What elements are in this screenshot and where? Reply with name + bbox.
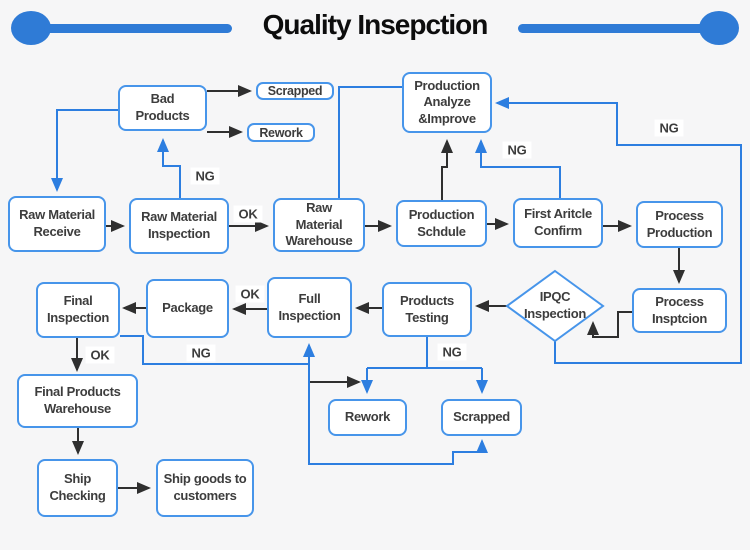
node-raw-material-receive: Raw Material Receive [8,196,106,252]
label-ng-first-aritcle: NG [502,141,532,159]
edge-inspection-ng-to-bad-products [157,138,181,198]
label-ng-products-testing: NG [437,343,467,361]
label-ok-full-inspection: OK [235,285,265,303]
edge-ipqc-ng-loop-to-production-analyze [495,97,742,364]
node-final-inspection: Final Inspection [36,282,120,338]
node-bad-products: Bad Products [118,85,207,131]
node-final-products-warehouse: Final Products Warehouse [17,374,138,428]
label-ng-final-inspection: NG [186,344,216,362]
edge-final-inspection-ng-to-full-inspection [120,335,315,365]
node-process-production: Process Production [636,201,723,248]
label-ng-ipqc-loop: NG [654,119,684,137]
node-ship-checking: Ship Checking [37,459,118,517]
node-rework-top: Rework [247,123,315,142]
node-first-aritcle-confirm: First Aritcle Confirm [513,198,603,248]
header-right-dot [699,11,739,45]
edge-warehouse-to-production-analyze [338,86,402,198]
ipqc-diamond-shape [505,269,605,343]
label-ng-raw-inspection: NG [190,167,220,185]
node-production-schdule: Production Schdule [396,200,487,247]
node-raw-material-inspection: Raw Material Inspection [129,198,229,254]
node-production-analyze: Production Analyze &Improve [402,72,492,133]
node-scrapped-top: Scrapped [256,82,334,100]
label-ok-final-inspection: OK [85,346,115,364]
edge-bad-products-to-receive [51,109,118,192]
edge-process-insptcion-to-ipqc [587,311,632,338]
node-products-testing: Products Testing [382,282,472,337]
header-right-bar [518,24,706,33]
node-ipqc-inspection: IPQC Inspection [523,289,586,321]
edge-schdule-to-production-analyze [441,139,453,200]
node-scrapped-bottom: Scrapped [441,399,522,436]
node-process-insptcion: Process Insptcion [632,288,727,333]
header-left-bar [44,24,232,33]
page-title: Quality Insepction [262,9,489,40]
node-rework-bottom: Rework [328,399,407,436]
node-raw-material-warehouse: Raw Material Warehouse [273,198,365,252]
label-ok-raw-inspection: OK [233,205,263,223]
edge-first-aritcle-ng-to-production-analyze [475,139,561,198]
node-package: Package [146,279,229,338]
edge-ng-branch-to-scrapped-bottom [308,364,488,465]
node-ship-goods-to-customers: Ship goods to customers [156,459,254,517]
node-full-inspection: Full Inspection [267,277,352,338]
